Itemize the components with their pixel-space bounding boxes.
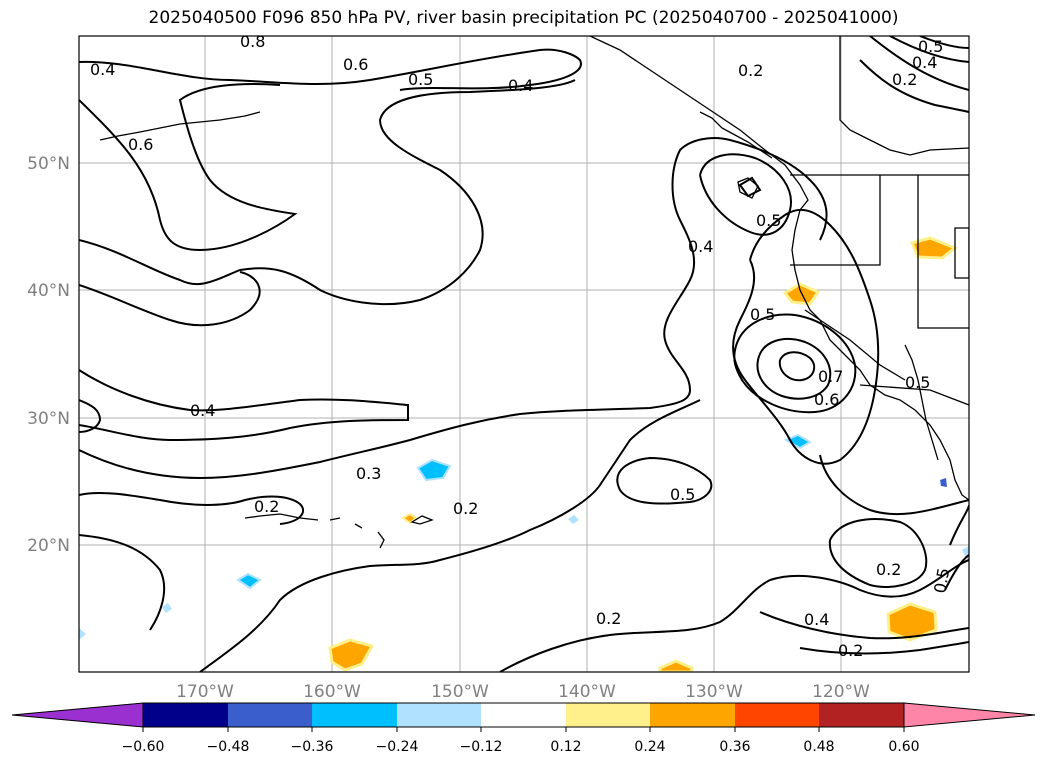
colorbar-tick-label: −0.60 xyxy=(122,739,165,755)
colorbar-tick-label: −0.12 xyxy=(460,739,503,755)
contour-label: 0.2 xyxy=(738,61,763,80)
longitude-labels: 170°W 160°W 150°W 140°W 130°W 120°W xyxy=(176,682,870,702)
contour-label: 0.4 xyxy=(912,53,937,72)
colorbar-segment xyxy=(481,703,566,727)
contour-label: 0.5 xyxy=(670,485,695,504)
lat-label: 20°N xyxy=(27,536,70,556)
colorbar-tick-label: −0.48 xyxy=(207,739,250,755)
contour-label: 0.8 xyxy=(240,32,265,51)
contour-label: 0.5 xyxy=(905,373,930,392)
contour-label: 0.3 xyxy=(356,464,381,483)
colorbar-segment xyxy=(397,703,481,727)
lon-label: 150°W xyxy=(431,682,489,702)
graticule xyxy=(79,36,969,672)
contour-label: 0.6 xyxy=(128,135,153,154)
contour-label: 0.4 xyxy=(90,60,115,79)
colorbar-outline xyxy=(142,702,905,728)
contour-label: 0.5 xyxy=(756,211,781,230)
colorbar-segment xyxy=(650,703,735,727)
contour-label: 0.2 xyxy=(596,609,621,628)
lon-label: 140°W xyxy=(558,682,616,702)
contour-label: 0.2 xyxy=(892,70,917,89)
lat-label: 30°N xyxy=(27,409,70,429)
colorbar-segment xyxy=(735,703,819,727)
contour-label: 0.4 xyxy=(508,76,533,95)
colorbar-segment xyxy=(312,703,397,727)
lat-label: 50°N xyxy=(27,154,70,174)
contour-label: 0.4 xyxy=(688,237,713,256)
colorbar-tick-label: 0.24 xyxy=(634,739,665,755)
colorbar-lower-extension xyxy=(11,702,144,728)
contour-label: 0.6 xyxy=(814,390,839,409)
colorbar-tick-label: −0.24 xyxy=(376,739,419,755)
lon-label: 130°W xyxy=(685,682,743,702)
map-panel xyxy=(79,36,969,672)
contour-label: 0.2 xyxy=(453,499,478,518)
colorbar-tick-label: −0.36 xyxy=(291,739,334,755)
contour-label: 0.2 xyxy=(254,497,279,516)
colorbar-segment xyxy=(143,703,228,727)
contour-label: 0.5 xyxy=(918,37,943,56)
lat-label: 40°N xyxy=(27,281,70,301)
contour-label: 0.2 xyxy=(838,641,863,660)
colorbar-tick-label: 0.12 xyxy=(550,739,581,755)
map-frame xyxy=(78,35,970,673)
contour-label: 0.2 xyxy=(876,560,901,579)
colorbar-tick-label: 0.36 xyxy=(719,739,750,755)
colorbar-segment xyxy=(228,703,312,727)
coastlines xyxy=(99,36,969,549)
colorbar-tick-label: 0.60 xyxy=(888,739,919,755)
contour-label: 0.5 xyxy=(408,70,433,89)
colorbar-ticks xyxy=(142,727,905,732)
lon-label: 120°W xyxy=(812,682,870,702)
contour-label: 0.5 xyxy=(750,305,775,324)
contour-label: 0.7 xyxy=(818,367,843,386)
contour-label: 0.4 xyxy=(190,401,215,420)
lon-label: 170°W xyxy=(176,682,234,702)
colorbar-segment xyxy=(566,703,650,727)
contour-label: 0.5 xyxy=(930,566,953,594)
colorbar-upper-extension xyxy=(903,702,1036,728)
colorbar: −0.60 −0.48 −0.36 −0.24 −0.12 0.12 0.24 … xyxy=(11,702,1036,755)
latitude-labels: 50°N 40°N 30°N 20°N xyxy=(27,154,70,556)
lon-label: 160°W xyxy=(303,682,361,702)
contour-label: 0.6 xyxy=(343,55,368,74)
colorbar-segment xyxy=(819,703,904,727)
contour-label: 0.4 xyxy=(804,610,829,629)
contour-labels: 0.8 0.6 0.5 0.4 0.2 0.5 0.4 0.2 0.6 0.4 … xyxy=(90,32,953,660)
colorbar-tick-label: 0.48 xyxy=(803,739,834,755)
map-title: 2025040500 F096 850 hPa PV, river basin … xyxy=(148,8,899,28)
precip-shading xyxy=(79,236,969,672)
